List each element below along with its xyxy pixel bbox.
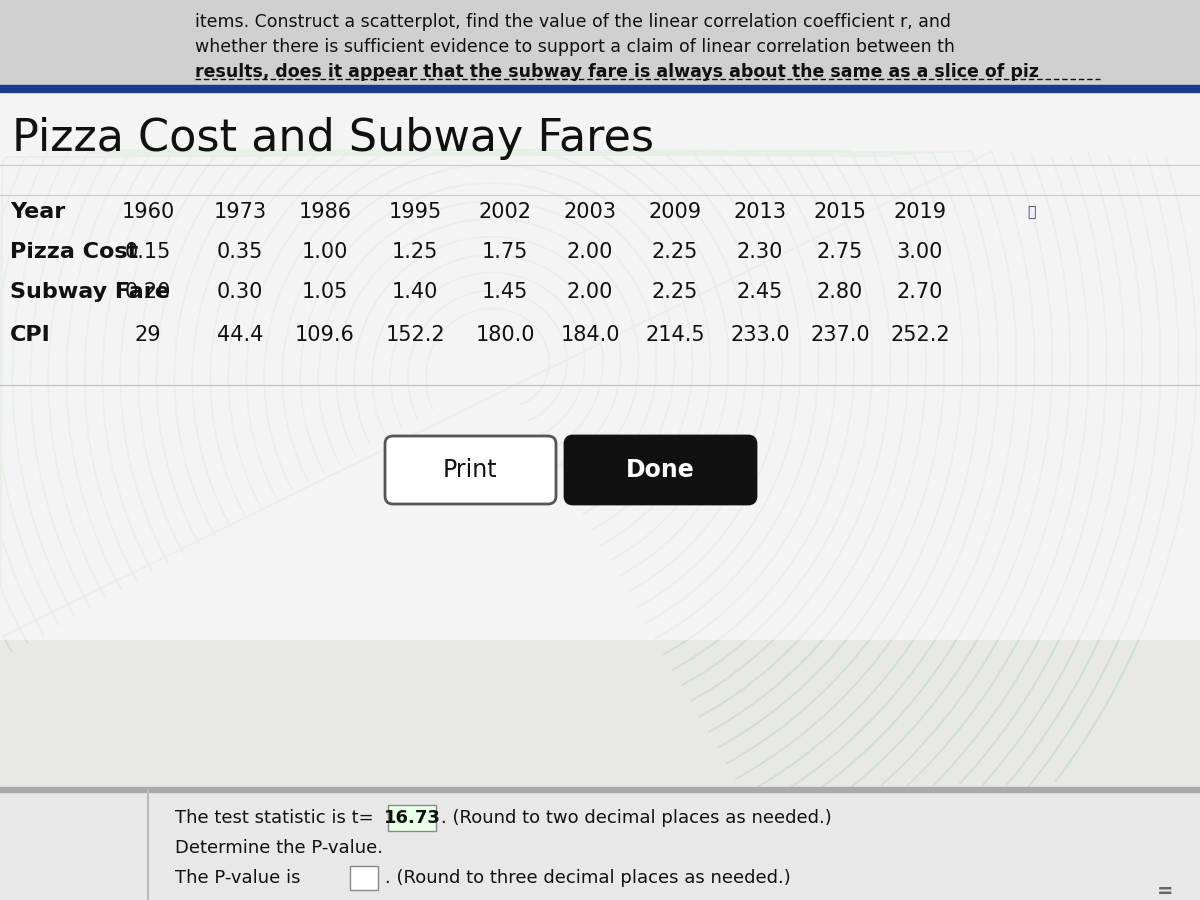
Text: 2003: 2003 bbox=[564, 202, 617, 222]
FancyBboxPatch shape bbox=[0, 85, 1200, 640]
Text: 1.00: 1.00 bbox=[302, 242, 348, 262]
Text: 2015: 2015 bbox=[814, 202, 866, 222]
FancyBboxPatch shape bbox=[0, 790, 1200, 900]
Text: . (Round to three decimal places as needed.): . (Round to three decimal places as need… bbox=[385, 869, 791, 887]
Text: The test statistic is t=: The test statistic is t= bbox=[175, 809, 373, 827]
Text: 184.0: 184.0 bbox=[560, 325, 619, 345]
Text: 2.45: 2.45 bbox=[737, 282, 784, 302]
Text: 0.30: 0.30 bbox=[217, 282, 263, 302]
Text: 2002: 2002 bbox=[479, 202, 532, 222]
Text: Year: Year bbox=[10, 202, 65, 222]
Text: =: = bbox=[1157, 883, 1174, 900]
Text: 2.00: 2.00 bbox=[566, 282, 613, 302]
Text: 1986: 1986 bbox=[299, 202, 352, 222]
Text: 109.6: 109.6 bbox=[295, 325, 355, 345]
Text: 2009: 2009 bbox=[648, 202, 702, 222]
Text: 1.45: 1.45 bbox=[482, 282, 528, 302]
Text: 2.25: 2.25 bbox=[652, 282, 698, 302]
Text: 2.25: 2.25 bbox=[652, 242, 698, 262]
Text: Subway Fare: Subway Fare bbox=[10, 282, 170, 302]
Text: 180.0: 180.0 bbox=[475, 325, 535, 345]
Text: 1960: 1960 bbox=[121, 202, 175, 222]
Text: 29: 29 bbox=[134, 325, 161, 345]
Text: 2.70: 2.70 bbox=[896, 282, 943, 302]
Text: 237.0: 237.0 bbox=[810, 325, 870, 345]
Text: 1.25: 1.25 bbox=[392, 242, 438, 262]
Text: 1973: 1973 bbox=[214, 202, 266, 222]
FancyBboxPatch shape bbox=[385, 436, 556, 504]
Text: 44.4: 44.4 bbox=[217, 325, 263, 345]
Text: 152.2: 152.2 bbox=[385, 325, 445, 345]
Text: Done: Done bbox=[625, 458, 695, 482]
Text: 0.15: 0.15 bbox=[125, 242, 172, 262]
Text: Pizza Cost and Subway Fares: Pizza Cost and Subway Fares bbox=[12, 116, 654, 159]
Text: Pizza Cost: Pizza Cost bbox=[10, 242, 138, 262]
Text: 0.20: 0.20 bbox=[125, 282, 172, 302]
FancyBboxPatch shape bbox=[0, 90, 1200, 790]
Text: 214.5: 214.5 bbox=[646, 325, 704, 345]
Text: 252.2: 252.2 bbox=[890, 325, 950, 345]
Text: 2.30: 2.30 bbox=[737, 242, 784, 262]
Text: 1995: 1995 bbox=[389, 202, 442, 222]
Text: items. Construct a scatterplot, find the value of the linear correlation coeffic: items. Construct a scatterplot, find the… bbox=[194, 13, 952, 31]
Text: whether there is sufficient evidence to support a claim of linear correlation be: whether there is sufficient evidence to … bbox=[194, 38, 955, 56]
Text: 3.00: 3.00 bbox=[896, 242, 943, 262]
Text: 1.75: 1.75 bbox=[482, 242, 528, 262]
Text: ⧉: ⧉ bbox=[1027, 205, 1036, 219]
Text: Print: Print bbox=[443, 458, 497, 482]
Text: 233.0: 233.0 bbox=[730, 325, 790, 345]
Text: 1.05: 1.05 bbox=[302, 282, 348, 302]
Text: results, does it appear that the subway fare is always about the same as a slice: results, does it appear that the subway … bbox=[194, 63, 1039, 81]
Text: 2.75: 2.75 bbox=[817, 242, 863, 262]
Text: 1.40: 1.40 bbox=[392, 282, 438, 302]
Text: Determine the P-value.: Determine the P-value. bbox=[175, 839, 383, 857]
FancyBboxPatch shape bbox=[388, 805, 436, 831]
Text: 2013: 2013 bbox=[733, 202, 786, 222]
Text: 2.80: 2.80 bbox=[817, 282, 863, 302]
FancyBboxPatch shape bbox=[350, 866, 378, 890]
FancyBboxPatch shape bbox=[565, 436, 756, 504]
Text: . (Round to two decimal places as needed.): . (Round to two decimal places as needed… bbox=[442, 809, 832, 827]
Text: 2.00: 2.00 bbox=[566, 242, 613, 262]
Text: 2019: 2019 bbox=[894, 202, 947, 222]
Text: CPI: CPI bbox=[10, 325, 50, 345]
FancyBboxPatch shape bbox=[0, 0, 1200, 90]
Text: 0.35: 0.35 bbox=[217, 242, 263, 262]
Text: 16.73: 16.73 bbox=[384, 809, 440, 827]
Text: The P-value is: The P-value is bbox=[175, 869, 300, 887]
